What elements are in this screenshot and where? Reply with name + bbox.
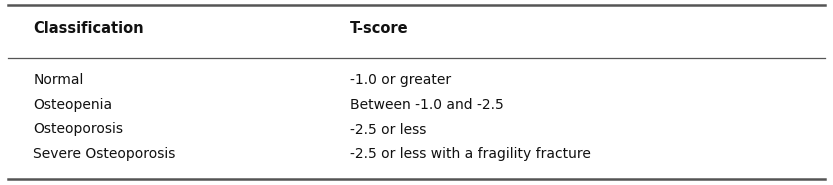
Text: Between -1.0 and -2.5: Between -1.0 and -2.5 — [350, 97, 504, 112]
Text: -2.5 or less: -2.5 or less — [350, 122, 426, 137]
Text: -2.5 or less with a fragility fracture: -2.5 or less with a fragility fracture — [350, 147, 591, 162]
Text: Osteopenia: Osteopenia — [33, 97, 112, 112]
Text: Osteoporosis: Osteoporosis — [33, 122, 123, 137]
Text: Classification: Classification — [33, 21, 144, 36]
Text: Severe Osteoporosis: Severe Osteoporosis — [33, 147, 176, 162]
Text: Normal: Normal — [33, 73, 83, 87]
Text: T-score: T-score — [350, 21, 408, 36]
Text: -1.0 or greater: -1.0 or greater — [350, 73, 451, 87]
